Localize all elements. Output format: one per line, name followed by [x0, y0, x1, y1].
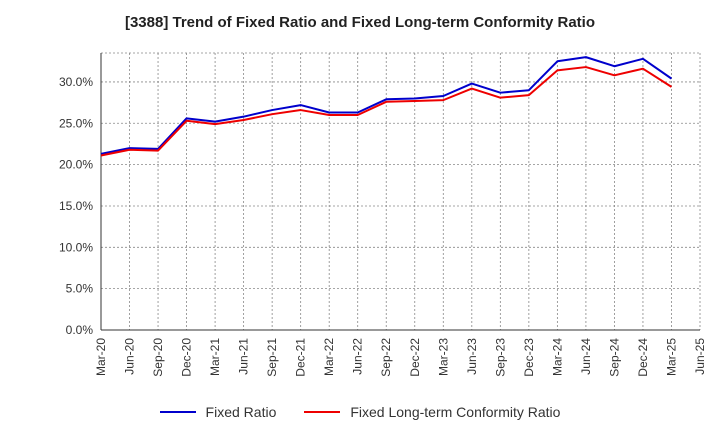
x-tick-label: Sep-24	[607, 338, 621, 377]
series-lines	[100, 56, 673, 157]
x-tick-label: Mar-25	[664, 338, 678, 376]
legend-item-fixed-long-term-conformity-ratio: Fixed Long-term Conformity Ratio	[304, 404, 560, 420]
y-tick-label: 0.0%	[66, 323, 94, 337]
y-tick-label: 15.0%	[59, 199, 93, 213]
series-line-fixed-long-term-conformity-ratio	[100, 66, 673, 157]
legend-label-fixed-long-term-conformity-ratio: Fixed Long-term Conformity Ratio	[350, 404, 561, 420]
y-tick-label: 5.0%	[66, 282, 94, 296]
y-tick-label: 30.0%	[59, 75, 93, 89]
y-tick-label: 10.0%	[59, 240, 93, 254]
x-tick-label: Dec-23	[522, 338, 536, 377]
x-tick-label: Dec-20	[180, 338, 194, 377]
series-line-fixed-ratio	[100, 56, 673, 155]
x-tick-label: Dec-24	[636, 338, 650, 377]
x-tick-label: Mar-20	[94, 338, 108, 376]
x-tick-label: Dec-22	[408, 338, 422, 377]
x-tick-label: Jun-23	[465, 338, 479, 375]
x-tick-label: Jun-20	[123, 338, 137, 375]
x-tick-label: Jun-24	[579, 338, 593, 375]
x-tick-label: Mar-24	[550, 338, 564, 376]
legend-swatch-fixed-ratio	[159, 411, 196, 413]
x-tick-label: Sep-20	[151, 338, 165, 377]
legend: Fixed Ratio Fixed Long-term Conformity R…	[0, 404, 720, 420]
x-tick-label: Sep-22	[379, 338, 393, 377]
x-tick-label: Jun-25	[693, 338, 707, 375]
x-tick-label: Mar-21	[208, 338, 222, 376]
x-tick-label: Sep-21	[265, 338, 279, 377]
y-tick-label: 20.0%	[59, 158, 93, 172]
y-tick-labels: 0.0% 5.0% 10.0% 15.0% 20.0% 25.0% 30.0%	[59, 75, 93, 337]
legend-swatch-fixed-long-term-conformity-ratio	[304, 411, 341, 413]
x-tick-labels: Mar-20 Jun-20 Sep-20 Dec-20 Mar-21 Jun-21 Sep-…	[94, 338, 707, 377]
legend-label-fixed-ratio: Fixed Ratio	[205, 404, 277, 420]
x-tick-label: Mar-23	[436, 338, 450, 376]
axes	[100, 53, 700, 331]
x-tick-label: Sep-23	[493, 338, 507, 377]
y-tick-label: 25.0%	[59, 116, 93, 130]
chart-title: [3388] Trend of Fixed Ratio and Fixed Lo…	[124, 14, 596, 31]
legend-item-fixed-ratio: Fixed Ratio	[159, 404, 277, 420]
x-tick-label: Dec-21	[294, 338, 308, 377]
x-tick-label: Jun-21	[237, 338, 251, 375]
x-tick-label: Jun-22	[351, 338, 365, 375]
x-tick-label: Mar-22	[322, 338, 336, 376]
grid-lines	[100, 52, 701, 331]
